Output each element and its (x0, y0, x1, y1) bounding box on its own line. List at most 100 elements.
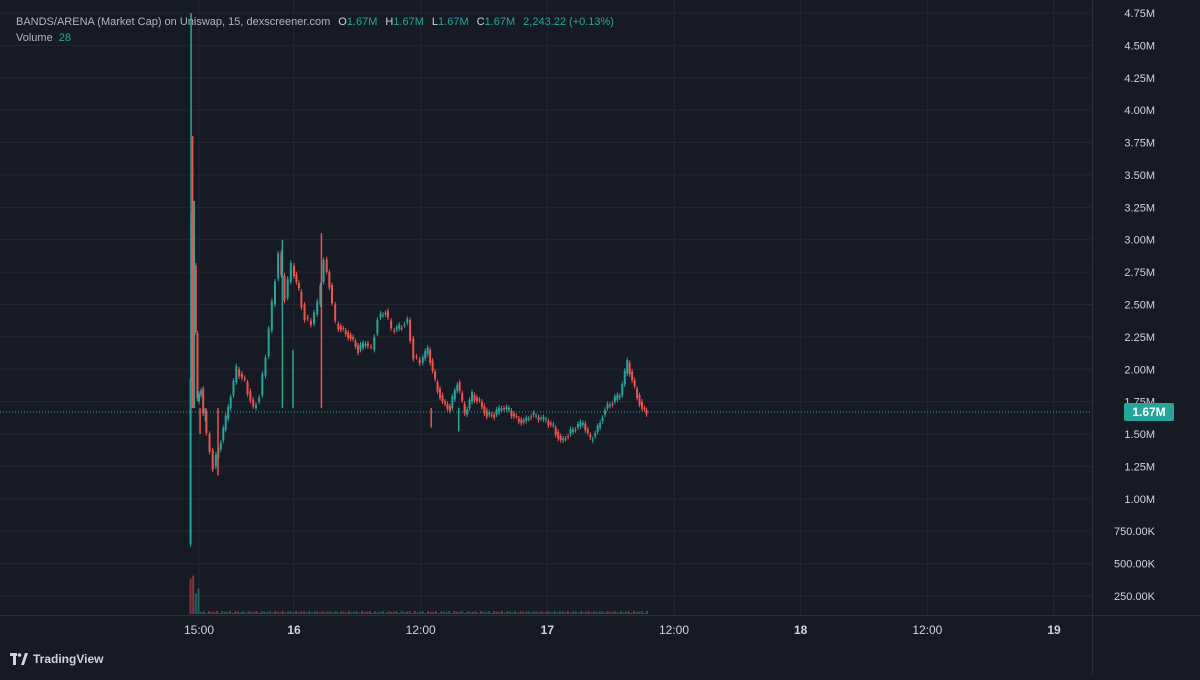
low-label: L (431, 16, 439, 28)
volume-bar (250, 611, 253, 614)
candle-body (352, 336, 355, 340)
volume-bar (477, 612, 480, 614)
volume-bar (421, 611, 424, 614)
volume-bar (548, 611, 551, 614)
volume-bar (551, 612, 554, 614)
candle-body (608, 404, 611, 406)
candle-body (289, 262, 292, 282)
volume-bar (503, 612, 506, 614)
candle-body (537, 417, 540, 421)
candle-body (589, 434, 592, 438)
candle-body (569, 429, 572, 435)
candle-body (208, 434, 211, 452)
volume-bar (606, 611, 609, 614)
y-tick-label: 1.00M (1124, 494, 1155, 506)
candle-body (567, 436, 570, 438)
volume-bar (559, 611, 561, 614)
volume-bar (479, 611, 482, 614)
volume-bar (556, 612, 559, 614)
volume-bar (324, 612, 327, 614)
candle-body (549, 423, 552, 425)
candle-body (319, 284, 322, 305)
volume-bar (363, 612, 366, 614)
volume-bar (403, 611, 406, 614)
candle-body (297, 282, 300, 289)
volume-bar (448, 611, 451, 614)
volume-bar (609, 612, 612, 614)
volume-bar (590, 612, 593, 614)
last-price-tag: 1.67M (1124, 403, 1174, 422)
candle-body (574, 429, 577, 431)
volume-bar (450, 612, 453, 614)
candle-body (623, 370, 626, 385)
volume-bar (342, 611, 345, 614)
volume-bar (617, 612, 620, 614)
volume-bar (268, 611, 271, 614)
volume-bar (585, 611, 588, 614)
volume-bar (295, 611, 298, 614)
candle-body (468, 399, 471, 409)
volume-bar (569, 612, 572, 614)
candle-body (579, 421, 582, 427)
volume-bar (603, 612, 606, 614)
volume-bar (522, 611, 525, 614)
candle-body (354, 341, 357, 347)
volume-bar (244, 612, 247, 614)
candle-body (229, 396, 232, 409)
volume-bar (392, 611, 395, 614)
volume-bar (226, 611, 229, 614)
volume-bar (574, 611, 577, 614)
candle-body (463, 403, 466, 414)
candle-body (331, 285, 333, 304)
candle-body (515, 415, 518, 417)
volume-bar (516, 612, 519, 614)
candle-body (415, 356, 418, 358)
volume-bar (646, 611, 649, 614)
candle-body (493, 414, 496, 418)
candle-body (512, 413, 515, 417)
candle-body (382, 314, 385, 316)
candle-body (601, 417, 604, 422)
candle-body (542, 417, 545, 420)
volume-bar (218, 612, 221, 614)
volume-bar (622, 612, 625, 614)
candle-body (255, 404, 257, 409)
candle-body (517, 418, 520, 422)
candle-body (300, 291, 303, 308)
candle-body (270, 301, 273, 331)
candle-body (576, 423, 579, 428)
volume-bar (500, 611, 503, 614)
candle-body (349, 334, 352, 339)
x-tick-label: 12:00 (912, 623, 942, 637)
symbol-title[interactable]: BANDS/ARENA (Market Cap) on Uniswap, 15,… (16, 16, 331, 28)
candle-body (532, 412, 535, 415)
volume-bar (643, 612, 646, 614)
tradingview-branding[interactable]: TradingView (10, 652, 103, 666)
candle-body (443, 401, 446, 404)
low-value: 1.67M (438, 16, 469, 28)
volume-bar (332, 612, 335, 614)
volume-bar (297, 612, 300, 614)
candle-body (510, 410, 513, 417)
y-tick-label: 250.00K (1114, 591, 1156, 603)
candle-body (505, 407, 508, 410)
candle-body (283, 275, 286, 301)
volume-bar (413, 611, 416, 614)
candle-body (252, 399, 255, 407)
volume-bar (308, 611, 311, 614)
candle-body (586, 429, 589, 433)
candle-body (638, 395, 641, 405)
change-value: 2,243.22 (+0.13%) (523, 16, 614, 28)
volume-bar (258, 612, 261, 614)
x-tick-label: 16 (287, 623, 301, 637)
volume-label[interactable]: Volume (16, 32, 53, 44)
volume-bar (361, 611, 364, 614)
volume-bar (202, 611, 205, 614)
volume-bar (532, 611, 535, 614)
candle-body (238, 369, 241, 377)
candle-body (618, 395, 621, 398)
y-tick-label: 3.50M (1124, 170, 1155, 182)
candle-body (530, 416, 533, 418)
